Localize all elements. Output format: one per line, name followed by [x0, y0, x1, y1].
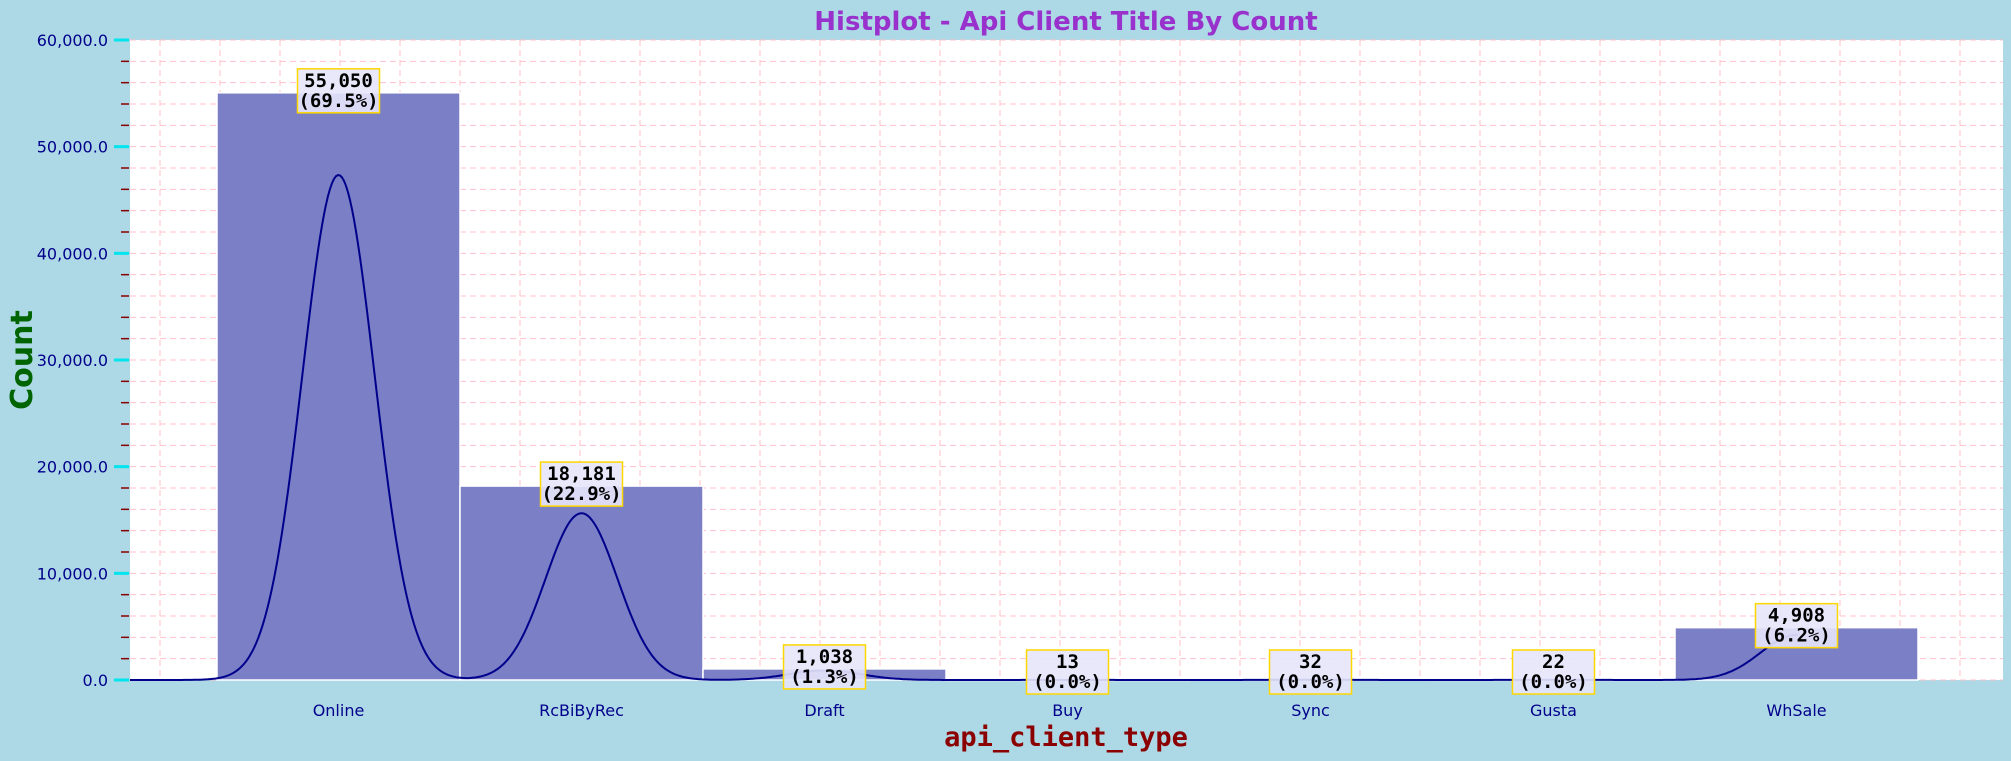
bar-rcbibyrec [459, 485, 704, 681]
bar-online [216, 92, 461, 681]
x-tick-label: RcBiByRec [539, 701, 624, 720]
data-label-box [539, 461, 624, 507]
y-tick-label: 40,000.0 [37, 244, 108, 263]
data-label-percent: (69.5%) [298, 90, 378, 112]
data-label-box [1511, 649, 1596, 695]
data-label-percent: (22.9%) [541, 483, 621, 505]
data-label-box [782, 644, 867, 690]
data-label: 1,038(1.3%) [782, 644, 867, 690]
data-label-percent: (0.0%) [1519, 671, 1588, 693]
data-label-percent: (6.2%) [1762, 625, 1831, 647]
data-label-value: 1,038 [796, 646, 853, 668]
data-label: 32(0.0%) [1268, 649, 1353, 695]
data-label: 18,181(22.9%) [539, 461, 624, 507]
axis-ticks: 0.0 10,000.0 20,000.0 30,000.0 40,000.0 50,00… [37, 31, 1827, 720]
x-tick-label: Online [313, 701, 365, 720]
data-label-value: 13 [1056, 651, 1079, 673]
y-tick-label: 30,000.0 [37, 351, 108, 370]
bars [216, 92, 1919, 682]
data-label-box [1754, 602, 1839, 649]
data-label-percent: (1.3%) [790, 666, 859, 688]
data-label: 55,050(69.5%) [296, 68, 381, 114]
y-tick-label: 50,000.0 [37, 138, 108, 157]
data-label-box [296, 68, 381, 114]
data-label-box [1025, 649, 1110, 695]
x-axis-label: api_client_type [944, 722, 1188, 753]
data-label: 13(0.0%) [1025, 649, 1110, 695]
x-tick-label: Buy [1052, 701, 1083, 720]
y-axis-label: Count [5, 310, 40, 410]
x-tick-label: Sync [1291, 701, 1330, 720]
data-label: 4,908(6.2%) [1754, 602, 1839, 649]
data-label-percent: (0.0%) [1033, 671, 1102, 693]
x-tick-label: Draft [804, 701, 844, 720]
data-label-box [1268, 649, 1353, 695]
data-label-value: 22 [1542, 651, 1565, 673]
data-label-percent: (0.0%) [1276, 671, 1345, 693]
y-tick-label: 10,000.0 [37, 564, 108, 583]
data-label-value: 4,908 [1768, 605, 1825, 627]
chart-title: Histplot - Api Client Title By Count [814, 7, 1317, 37]
x-tick-label: WhSale [1766, 701, 1826, 720]
y-tick-label: 60,000.0 [37, 31, 108, 50]
data-labels: 55,050(69.5%)18,181(22.9%)1,038(1.3%)13(… [296, 68, 1839, 695]
data-label: 22(0.0%) [1511, 649, 1596, 695]
y-tick-label: 20,000.0 [37, 458, 108, 477]
x-tick-label: Gusta [1530, 701, 1577, 720]
data-label-value: 32 [1299, 651, 1322, 673]
y-tick-label: 0.0 [83, 671, 108, 690]
data-label-value: 18,181 [547, 463, 616, 485]
data-label-value: 55,050 [304, 70, 373, 92]
